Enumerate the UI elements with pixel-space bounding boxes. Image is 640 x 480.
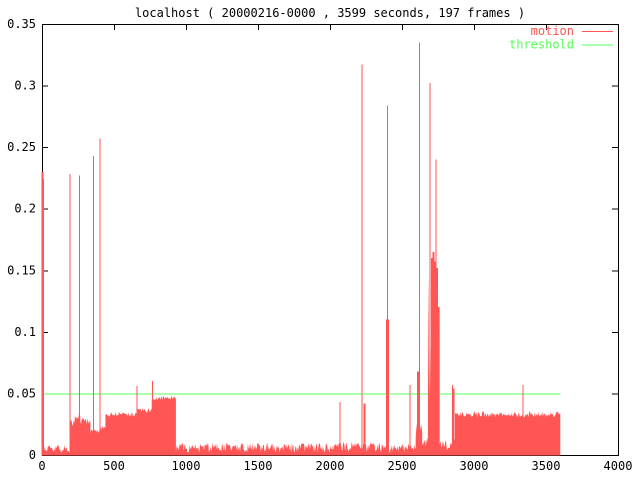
motion-area [42,273,561,456]
y-tick-label: 0.15 [7,263,36,277]
y-tick-label: 0.1 [14,325,36,339]
motion-spike [452,388,455,456]
motion-spike [42,179,44,456]
motion-spike [361,64,363,456]
motion-spike [433,261,436,456]
x-tick-label: 500 [103,459,125,473]
chart-title: localhost ( 20000216-0000 , 3599 seconds… [134,6,526,20]
motion-spike [429,83,431,456]
motion-spike [418,42,420,456]
motion-spike [69,174,71,456]
motion-spike [136,386,138,456]
x-tick-label: 4000 [604,459,633,473]
motion-spike [435,159,437,456]
motion-spike [79,175,81,456]
x-tick-label: 1500 [244,459,273,473]
motion-spike [436,267,439,456]
x-tick-label: 3500 [532,459,561,473]
motion-spike [417,371,420,456]
motion-spike [437,307,440,456]
x-tick-label: 2500 [388,459,417,473]
y-tick-label: 0.35 [7,17,36,31]
motion-spike [363,403,366,456]
motion-spike [409,384,411,456]
motion-spike [431,258,434,456]
motion-spike [522,384,524,456]
x-tick-label: 0 [38,459,45,473]
y-tick-label: 0 [29,448,36,462]
legend-threshold-label: threshold [509,38,574,52]
x-tick-label: 2000 [316,459,345,473]
motion-spike [92,155,94,456]
plot-border [42,24,619,456]
motion-spike [387,105,389,456]
y-tick-label: 0.3 [14,79,36,93]
legend-motion-label: motion [531,24,574,38]
motion-spike [339,402,341,456]
motion-spike [41,171,44,456]
motion-spike [151,381,153,456]
motion-spike [99,138,101,456]
motion-spike [432,251,435,456]
y-tick-label: 0.2 [14,202,36,216]
y-tick-label: 0.05 [7,386,36,400]
y-tick-label: 0.25 [7,140,36,154]
x-tick-label: 3000 [460,459,489,473]
x-tick-label: 1000 [172,459,201,473]
